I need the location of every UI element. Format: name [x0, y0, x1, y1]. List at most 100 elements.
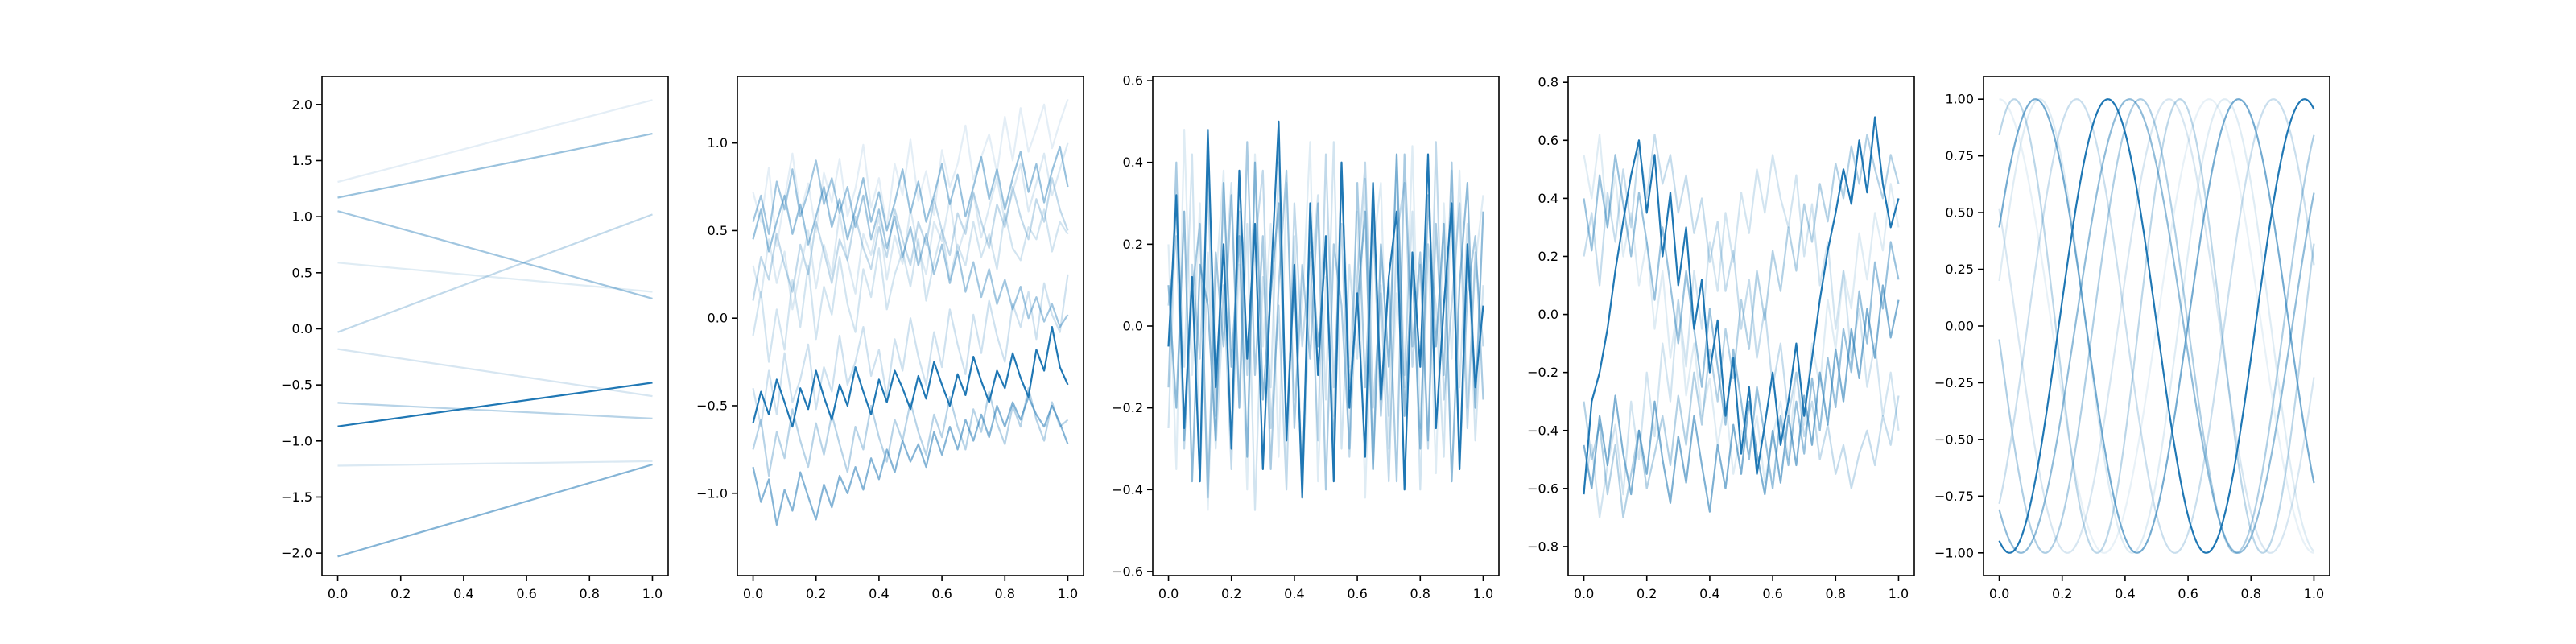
- y-tick-label: −1.0: [696, 485, 728, 501]
- y-tick-label: 0.0: [708, 311, 728, 326]
- y-tick-label: 0.75: [1945, 148, 1974, 163]
- series-line-6: [1583, 284, 1900, 513]
- series-line-5: [752, 177, 1069, 301]
- y-tick-label: 0.6: [1123, 73, 1143, 89]
- series-line-5: [1998, 98, 2315, 554]
- series-line-2: [1998, 98, 2315, 554]
- subplot-1: 0.0 0.2 0.4 0.6 0.8 1.0 −2.0 −1.5 −1.0 −0.5 0.0 0.5…: [281, 76, 669, 601]
- subplot-5: 0.0 0.2 0.4 0.6 0.8 1.0 −1.00 −0.75 −0.50 −0.25 0.…: [1934, 76, 2330, 601]
- x-tick-label: 0.4: [1284, 586, 1304, 601]
- series-line-9: [337, 464, 653, 558]
- series-line-8: [337, 133, 653, 199]
- x-tick-label: 0.0: [1574, 586, 1594, 601]
- y-tick-label: 0.25: [1945, 262, 1974, 277]
- x-tick-label: 1.0: [1473, 586, 1493, 601]
- series-line-6: [752, 387, 1069, 477]
- series-line-10: [337, 382, 653, 427]
- series-line-1: [337, 99, 653, 184]
- x-tick-label: 1.0: [1058, 586, 1078, 601]
- x-tick-label: 0.2: [806, 586, 826, 601]
- x-tick-label: 0.8: [995, 586, 1015, 601]
- subplot-3: 0.0 0.2 0.4 0.6 0.8 1.0 −0.6 −0.4 −0.2 0.0 0.2 0.4 0…: [1112, 73, 1500, 601]
- x-tick-label: 1.0: [1889, 586, 1909, 601]
- x-tick-label: 0.8: [2241, 586, 2261, 601]
- series-line-3: [1167, 141, 1484, 491]
- x-tick-label: 0.0: [743, 586, 763, 601]
- series-line-7: [337, 210, 653, 299]
- series-line-7: [1998, 98, 2315, 554]
- series-line-4: [337, 348, 653, 398]
- series-group: [1998, 98, 2315, 554]
- y-tick-label: 0.2: [1538, 249, 1558, 264]
- series-line-1: [752, 98, 1069, 248]
- series-line-9: [1998, 98, 2315, 554]
- series-line-6: [1998, 98, 2315, 554]
- y-tick-label: 0.0: [1123, 319, 1143, 334]
- plot-area: [322, 76, 668, 576]
- y-tick-label: −0.5: [696, 398, 728, 413]
- y-tick-label: −1.00: [1934, 545, 1974, 560]
- plot-area: [737, 76, 1084, 576]
- x-tick-label: 0.4: [869, 586, 889, 601]
- series-line-6: [337, 402, 653, 419]
- y-tick-label: −0.50: [1934, 431, 1974, 447]
- y-tick-label: −1.5: [281, 489, 312, 505]
- y-tick-label: −0.6: [1527, 481, 1558, 496]
- series-line-1: [1167, 129, 1484, 511]
- y-tick-label: 1.0: [292, 209, 312, 225]
- x-tick-label: 0.0: [1989, 586, 2009, 601]
- y-tick-label: −0.4: [1527, 423, 1558, 438]
- x-tick-label: 0.2: [390, 586, 411, 601]
- y-tick-label: −0.2: [1112, 400, 1143, 415]
- y-tick-label: 2.0: [292, 97, 312, 112]
- x-tick-label: 0.2: [1221, 586, 1241, 601]
- x-tick-label: 0.0: [328, 586, 348, 601]
- x-tick-label: 0.8: [1826, 586, 1846, 601]
- series-line-2: [752, 142, 1069, 311]
- x-tick-label: 1.0: [2304, 586, 2324, 601]
- series-line-10: [752, 326, 1069, 428]
- series-line-3: [752, 208, 1069, 363]
- series-line-8: [1998, 98, 2315, 554]
- series-line-7: [1583, 116, 1900, 495]
- series-line-2: [337, 262, 653, 293]
- series-line-3: [1998, 98, 2315, 554]
- x-tick-label: 0.4: [453, 586, 473, 601]
- series-line-4: [752, 274, 1069, 428]
- x-tick-label: 0.8: [580, 586, 600, 601]
- series-line-2: [1583, 154, 1900, 518]
- y-tick-label: 1.0: [708, 135, 728, 151]
- series-line-3: [1583, 134, 1900, 489]
- series-group: [1167, 120, 1484, 511]
- x-tick-label: 0.8: [1410, 586, 1430, 601]
- y-tick-label: −2.0: [281, 546, 312, 561]
- series-line-8: [752, 145, 1069, 253]
- y-tick-label: 0.00: [1945, 319, 1974, 334]
- y-tick-label: 1.00: [1945, 92, 1974, 107]
- y-tick-label: −0.25: [1934, 375, 1974, 390]
- series-line-9: [752, 396, 1069, 526]
- x-tick-label: 0.4: [2115, 586, 2135, 601]
- x-tick-label: 0.6: [1347, 586, 1367, 601]
- y-tick-label: −0.2: [1527, 365, 1558, 380]
- y-tick-label: 0.4: [1538, 191, 1558, 206]
- x-tick-label: 0.0: [1158, 586, 1179, 601]
- series-line-3: [337, 460, 653, 467]
- y-tick-label: 1.5: [292, 153, 312, 168]
- y-tick-label: −0.6: [1112, 564, 1143, 579]
- series-group: [337, 99, 653, 558]
- y-tick-label: −0.4: [1112, 482, 1143, 497]
- subplot-4: 0.0 0.2 0.4 0.6 0.8 1.0 −0.8 −0.6 −0.4 −0.2 0.0 0.2…: [1527, 75, 1915, 601]
- series-group: [1583, 116, 1900, 518]
- y-tick-label: −0.5: [281, 378, 312, 393]
- y-tick-label: 0.4: [1123, 155, 1143, 170]
- y-tick-label: 0.0: [1538, 307, 1558, 322]
- series-line-5: [1583, 154, 1900, 489]
- y-tick-label: 0.50: [1945, 205, 1974, 221]
- x-tick-label: 0.6: [516, 586, 536, 601]
- series-line-1: [1583, 134, 1900, 484]
- series-line-5: [337, 213, 653, 333]
- x-tick-label: 0.6: [1762, 586, 1782, 601]
- y-tick-label: −0.75: [1934, 489, 1974, 504]
